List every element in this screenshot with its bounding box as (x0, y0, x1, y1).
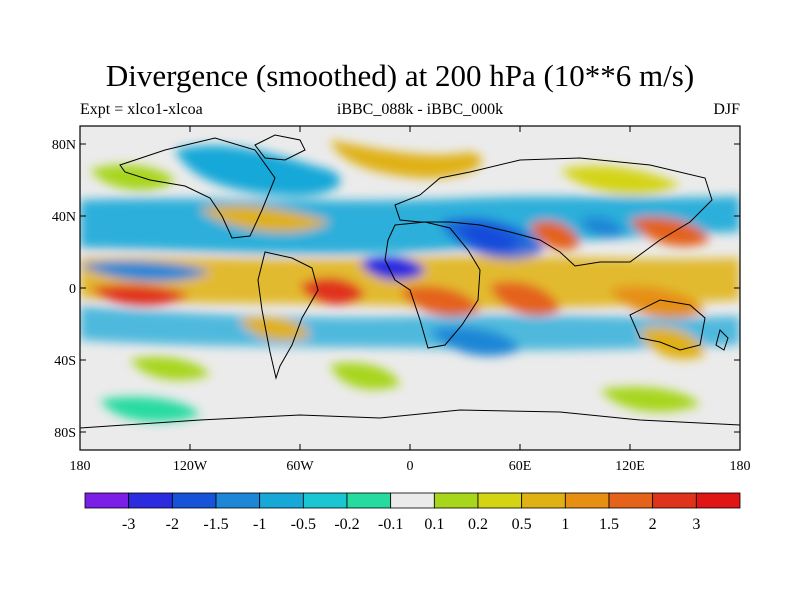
field-maritime-continent (610, 286, 705, 318)
colorbar-swatch (128, 492, 173, 509)
coast-eurasia (394, 157, 713, 267)
y-tick-label: 40N (52, 210, 76, 225)
y-tick-label: 0 (69, 282, 76, 297)
y-axis: 80N 40N 0 40S 80S (52, 138, 740, 441)
map-area (80, 126, 740, 450)
x-axis: 180 120W 60W 0 60E 120E 180 (70, 126, 751, 474)
field-band-tropics (80, 256, 740, 309)
field-south-atlantic (430, 327, 520, 356)
field-north-pacific-w (90, 164, 175, 191)
field-band-sh-subtropics (80, 306, 740, 351)
coast-north-america (119, 137, 276, 239)
colorbar-swatch (652, 492, 697, 509)
coast-greenland (254, 134, 306, 161)
colorbar-label: -2 (166, 516, 179, 533)
x-tick-label: 60E (509, 459, 532, 474)
coast-south-america (257, 251, 319, 380)
colorbar-label: 3 (692, 516, 700, 533)
field-siberia (560, 165, 680, 195)
colorbar-label: -0.2 (334, 516, 359, 533)
x-tick-label: 0 (407, 459, 414, 474)
colorbar-swatch (84, 492, 130, 509)
field-west-africa-div (400, 286, 480, 316)
coast-new-zealand (715, 329, 729, 351)
colorbar-label: 0.2 (468, 516, 488, 533)
field-central-pacific-div (90, 284, 190, 306)
colorbar-swatch (564, 492, 610, 509)
colorbar: -3 -2 -1.5 -1 -0.5 -0.2 -0.1 0.1 0.2 0.5 1 1.5 2 3 (84, 492, 741, 533)
colorbar-swatch (259, 492, 304, 509)
colorbar-label: 2 (649, 516, 657, 533)
colorbar-swatch (477, 492, 523, 509)
colorbar-label: -0.5 (291, 516, 316, 533)
x-tick-label: 180 (730, 459, 751, 474)
field-south-pacific (240, 316, 310, 340)
colorbar-swatch (390, 492, 435, 509)
coast-australia (629, 299, 706, 351)
y-tick-label: 40S (54, 354, 76, 369)
colorbar-label: -1 (253, 516, 266, 533)
x-tick-label: 120E (615, 459, 645, 474)
colorbar-label: -1.5 (203, 516, 228, 533)
colorbar-label: -0.1 (378, 516, 403, 533)
colorbar-swatch (695, 492, 741, 509)
colorbar-swatch (433, 492, 479, 509)
field-east-asia (630, 217, 710, 247)
colorbar-swatch (171, 492, 217, 509)
colorbar-label: 1 (561, 516, 569, 533)
colorbar-label: -3 (122, 516, 135, 533)
coast-africa (384, 221, 481, 349)
season-label: DJF (713, 101, 740, 118)
colorbar-swatch (521, 492, 566, 509)
field-atlantic-conv (360, 257, 425, 280)
y-tick-label: 80S (54, 426, 76, 441)
field-arabia (440, 217, 545, 260)
colorbar-label: 0.1 (424, 516, 444, 533)
field-india (530, 221, 580, 250)
field-australia-south (640, 327, 705, 360)
colorbar-swatch (302, 492, 348, 509)
colorbar-swatch (608, 492, 654, 509)
coast-antarctica (80, 409, 740, 429)
colorbar-label: 0.5 (512, 516, 532, 533)
field-southern-ocean-w (100, 396, 200, 422)
colorbar-swatch (346, 492, 392, 509)
x-tick-label: 180 (70, 459, 91, 474)
plot-title: Divergence (smoothed) at 200 hPa (10**6 … (105, 58, 695, 93)
field-north-atlantic (330, 140, 482, 179)
y-tick-label: 80N (52, 138, 76, 153)
field-southern-atlantic (330, 362, 400, 390)
field-tropical-pacific-conv (80, 261, 210, 282)
field-arctic-america (175, 145, 341, 196)
x-tick-label: 60W (286, 459, 314, 474)
divergence-field (80, 140, 740, 422)
field-na-midlat (200, 205, 330, 232)
field-southern-pacific (130, 356, 210, 380)
coastlines (80, 134, 740, 429)
x-tick-label: 120W (173, 459, 208, 474)
field-indian-ocean-div (490, 281, 560, 316)
experiment-label: Expt = xlco1-xlcoa (80, 101, 203, 118)
colorbar-label: 1.5 (599, 516, 619, 533)
case-label: iBBC_088k - iBBC_000k (336, 101, 504, 118)
field-tibet (580, 216, 625, 239)
field-southern-ocean-e (600, 386, 700, 412)
colorbar-swatch (215, 492, 261, 509)
